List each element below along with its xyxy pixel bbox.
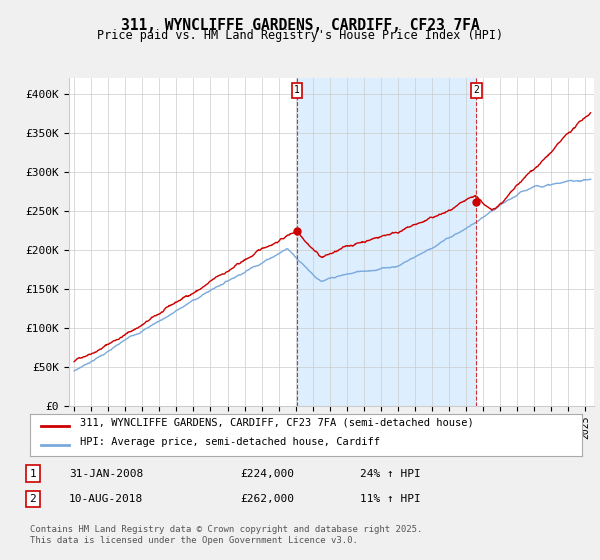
Text: 1: 1 [29,469,37,479]
Text: Contains HM Land Registry data © Crown copyright and database right 2025.
This d: Contains HM Land Registry data © Crown c… [30,525,422,545]
Text: 11% ↑ HPI: 11% ↑ HPI [360,494,421,504]
Text: 24% ↑ HPI: 24% ↑ HPI [360,469,421,479]
Text: 1: 1 [294,85,300,95]
Text: £224,000: £224,000 [240,469,294,479]
Text: Price paid vs. HM Land Registry's House Price Index (HPI): Price paid vs. HM Land Registry's House … [97,29,503,42]
Text: 10-AUG-2018: 10-AUG-2018 [69,494,143,504]
Text: 31-JAN-2008: 31-JAN-2008 [69,469,143,479]
Text: 2: 2 [473,85,479,95]
Text: 2: 2 [29,494,37,504]
Text: £262,000: £262,000 [240,494,294,504]
Bar [297,78,476,406]
Text: 311, WYNCLIFFE GARDENS, CARDIFF, CF23 7FA: 311, WYNCLIFFE GARDENS, CARDIFF, CF23 7F… [121,18,479,33]
Text: 311, WYNCLIFFE GARDENS, CARDIFF, CF23 7FA (semi-detached house): 311, WYNCLIFFE GARDENS, CARDIFF, CF23 7F… [80,417,473,427]
Text: HPI: Average price, semi-detached house, Cardiff: HPI: Average price, semi-detached house,… [80,437,380,447]
